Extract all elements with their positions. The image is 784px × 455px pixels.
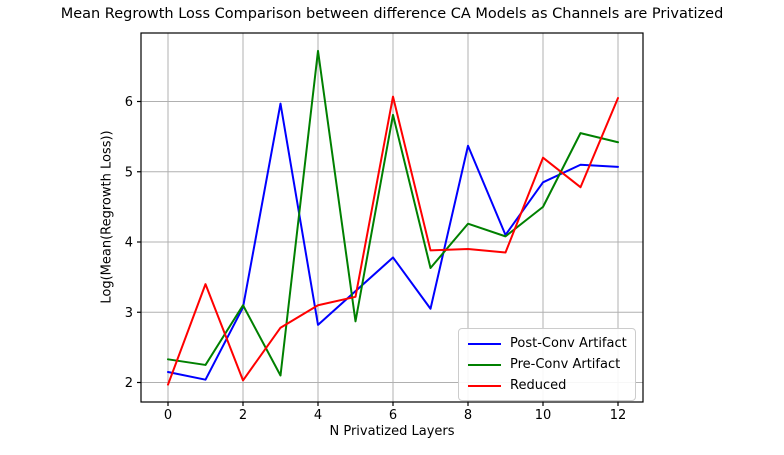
y-tick-label: 4 xyxy=(125,236,133,251)
chart-title: Mean Regrowth Loss Comparison between di… xyxy=(60,6,724,22)
legend-item: Post-Conv Artifact xyxy=(468,336,627,351)
legend-label: Post-Conv Artifact xyxy=(510,336,627,351)
data-series xyxy=(167,49,619,386)
x-axis-label: N Privatized Layers xyxy=(329,424,455,439)
y-tick-label: 6 xyxy=(125,95,133,110)
legend-label: Pre-Conv Artifact xyxy=(510,357,621,372)
tick-labels: 0 2 4 6 8 10 12 2 3 4 5 6 xyxy=(125,95,627,423)
x-tick-label: 2 xyxy=(239,408,247,423)
y-tick-label: 5 xyxy=(125,165,133,180)
legend-item: Reduced xyxy=(468,378,625,393)
legend-line-swatch xyxy=(468,384,501,387)
legend: Post-Conv Artifact Pre-Conv Artifact Reduc… xyxy=(458,328,636,401)
series-line xyxy=(167,95,619,386)
legend-label: Reduced xyxy=(510,378,567,393)
legend-item: Pre-Conv Artifact xyxy=(468,357,625,372)
x-tick-label: 0 xyxy=(164,408,172,423)
x-tick-label: 8 xyxy=(464,408,472,423)
series-line xyxy=(167,49,619,377)
x-tick-label: 10 xyxy=(535,408,552,423)
tick-marks xyxy=(137,100,619,406)
axes-frame xyxy=(140,32,644,403)
legend-line-swatch xyxy=(468,363,501,366)
x-tick-label: 12 xyxy=(610,408,627,423)
legend-line-swatch xyxy=(468,342,501,345)
y-tick-label: 2 xyxy=(125,376,133,391)
x-tick-label: 6 xyxy=(389,408,397,423)
y-axis-label: Log(Mean(Regrowth Loss)) xyxy=(99,130,115,304)
plot-frame xyxy=(140,32,644,403)
y-tick-label: 3 xyxy=(125,306,133,321)
x-tick-label: 4 xyxy=(314,408,322,423)
